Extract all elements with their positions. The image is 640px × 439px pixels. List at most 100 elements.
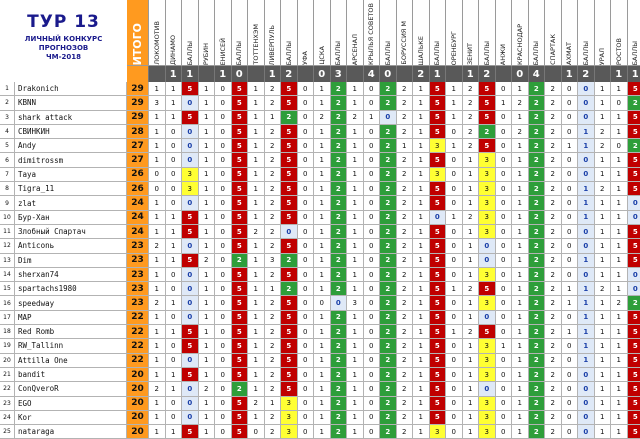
- header-label: ЕНИСЕЙ: [219, 35, 227, 65]
- prediction-cell: 2: [545, 411, 562, 425]
- prediction-cell: 1: [496, 339, 513, 353]
- points-cell: 2: [331, 411, 348, 425]
- prediction-cell: 0: [298, 339, 315, 353]
- prediction-cell: 2: [265, 425, 282, 439]
- result-cell: 0: [512, 66, 529, 82]
- prediction-cell: 1: [463, 182, 480, 196]
- participant-name: bandit: [15, 368, 127, 382]
- prediction-cell: 2: [545, 211, 562, 225]
- total-points: 23: [127, 239, 149, 253]
- prediction-cell: 2: [595, 139, 612, 153]
- points-cell: 2: [529, 425, 546, 439]
- prediction-cell: 0: [446, 153, 463, 167]
- prediction-cell: 1: [413, 311, 430, 325]
- prediction-cell: 1: [595, 411, 612, 425]
- points-cell: 0: [628, 196, 640, 210]
- points-cell: 2: [529, 325, 546, 339]
- prediction-cell: 0: [364, 239, 381, 253]
- points-cell: 2: [380, 311, 397, 325]
- prediction-cell: 1: [595, 153, 612, 167]
- prediction-cell: 2: [265, 168, 282, 182]
- prediction-cell: 1: [347, 182, 364, 196]
- prediction-cell: 2: [265, 125, 282, 139]
- prediction-cell: 0: [364, 368, 381, 382]
- prediction-cell: 1: [149, 254, 166, 268]
- prediction-cell: 1: [512, 382, 529, 396]
- prediction-cell: 1: [413, 239, 430, 253]
- points-cell: 0: [182, 239, 199, 253]
- points-cell: 5: [628, 182, 640, 196]
- participant-name: Anticonь: [15, 239, 127, 253]
- result-cell: [127, 66, 149, 82]
- prediction-cell: 0: [446, 382, 463, 396]
- prediction-cell: 2: [265, 82, 282, 96]
- prediction-cell: 1: [166, 425, 183, 439]
- prediction-cell: 2: [397, 239, 414, 253]
- points-cell: 0: [182, 382, 199, 396]
- prediction-cell: 0: [314, 296, 331, 310]
- prediction-cell: 0: [364, 282, 381, 296]
- points-cell: 5: [628, 153, 640, 167]
- points-cell: 5: [479, 82, 496, 96]
- prediction-cell: 1: [248, 282, 265, 296]
- points-cell: 5: [430, 296, 447, 310]
- prediction-cell: 0: [149, 182, 166, 196]
- prediction-cell: 1: [199, 125, 216, 139]
- prediction-cell: 1: [248, 111, 265, 125]
- prediction-cell: 1: [149, 354, 166, 368]
- prediction-cell: 0: [166, 411, 183, 425]
- row-number: 24: [0, 411, 15, 425]
- prediction-cell: 1: [248, 96, 265, 110]
- header-label: ШАЛЬКЕ: [417, 33, 425, 65]
- points-cell: 1: [578, 211, 595, 225]
- total-points: 22: [127, 339, 149, 353]
- prediction-cell: 0: [215, 125, 232, 139]
- prediction-cell: 2: [545, 225, 562, 239]
- points-cell: 1: [578, 254, 595, 268]
- prediction-cell: 0: [215, 182, 232, 196]
- prediction-cell: 2: [545, 254, 562, 268]
- points-cell: 5: [430, 225, 447, 239]
- points-cell: 5: [430, 325, 447, 339]
- result-cell: 2: [281, 66, 298, 82]
- result-cell: [248, 66, 265, 82]
- prediction-cell: 2: [545, 311, 562, 325]
- prediction-cell: 1: [166, 296, 183, 310]
- header-label: ЛОКОМОТИВ: [153, 18, 161, 65]
- points-cell: 5: [430, 268, 447, 282]
- header-label: ЗЕНИТ: [466, 40, 474, 65]
- prediction-cell: 1: [347, 339, 364, 353]
- prediction-cell: 1: [149, 325, 166, 339]
- points-cell: 2: [331, 239, 348, 253]
- prediction-cell: 1: [413, 153, 430, 167]
- prediction-cell: 2: [463, 125, 480, 139]
- prediction-cell: 0: [446, 239, 463, 253]
- prediction-cell: 1: [611, 225, 628, 239]
- points-cell: 0: [479, 311, 496, 325]
- points-cell: 5: [628, 325, 640, 339]
- prediction-cell: 0: [215, 168, 232, 182]
- points-cell: 0: [578, 411, 595, 425]
- points-cell: 2: [331, 368, 348, 382]
- points-cell: 1: [578, 339, 595, 353]
- header-label: БАЛЛЫ: [186, 38, 194, 65]
- participant-name: Taya: [15, 168, 127, 182]
- prediction-cell: 0: [496, 225, 513, 239]
- prediction-cell: 1: [496, 96, 513, 110]
- prediction-cell: 1: [199, 153, 216, 167]
- prediction-cell: 2: [397, 254, 414, 268]
- points-cell: 5: [232, 425, 249, 439]
- prediction-cell: 0: [562, 368, 579, 382]
- prediction-cell: 2: [265, 268, 282, 282]
- prediction-cell: 1: [199, 211, 216, 225]
- points-cell: 5: [628, 382, 640, 396]
- prediction-cell: 2: [397, 411, 414, 425]
